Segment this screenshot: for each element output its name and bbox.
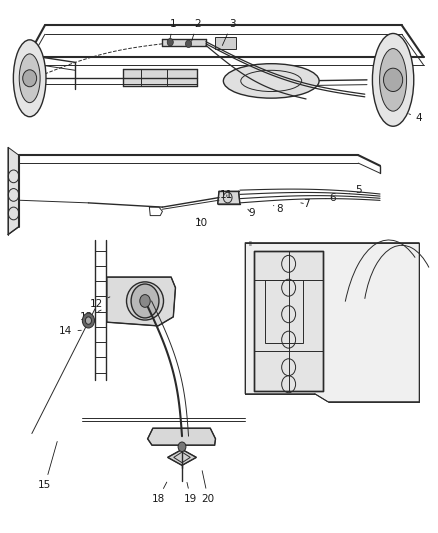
Text: 7: 7	[301, 199, 309, 209]
Text: II: II	[248, 241, 252, 247]
Polygon shape	[148, 428, 215, 445]
Text: 1: 1	[170, 19, 177, 41]
Ellipse shape	[380, 49, 406, 111]
Text: 20: 20	[201, 471, 215, 504]
Circle shape	[85, 317, 92, 324]
Polygon shape	[245, 243, 419, 402]
Circle shape	[131, 284, 159, 318]
Text: 15: 15	[38, 441, 57, 490]
Circle shape	[82, 313, 95, 328]
Polygon shape	[107, 277, 176, 326]
Text: 5: 5	[350, 184, 362, 195]
Text: 9: 9	[248, 208, 255, 219]
Circle shape	[185, 40, 191, 47]
Ellipse shape	[19, 54, 40, 103]
Polygon shape	[215, 37, 237, 49]
Ellipse shape	[372, 34, 414, 126]
Polygon shape	[218, 191, 240, 204]
Ellipse shape	[223, 63, 319, 98]
Polygon shape	[28, 57, 41, 92]
Text: 18: 18	[152, 482, 167, 504]
Polygon shape	[8, 147, 19, 235]
Text: 3: 3	[223, 19, 235, 45]
Circle shape	[167, 38, 173, 46]
Polygon shape	[254, 251, 323, 391]
Polygon shape	[123, 69, 197, 86]
Text: 2: 2	[191, 19, 201, 41]
Text: 12: 12	[90, 297, 110, 309]
Text: 8: 8	[273, 204, 283, 214]
Text: 4: 4	[409, 113, 423, 123]
Ellipse shape	[13, 40, 46, 117]
Circle shape	[23, 70, 37, 87]
Circle shape	[140, 295, 150, 308]
Polygon shape	[162, 38, 206, 46]
Circle shape	[178, 442, 186, 451]
Text: 10: 10	[195, 218, 208, 228]
Ellipse shape	[127, 282, 163, 320]
Text: 13: 13	[80, 310, 101, 322]
Text: 11: 11	[220, 190, 233, 200]
Text: 19: 19	[184, 482, 198, 504]
Text: 14: 14	[59, 326, 81, 336]
Text: 6: 6	[325, 192, 336, 203]
Polygon shape	[168, 449, 196, 465]
Polygon shape	[245, 71, 297, 91]
Circle shape	[384, 68, 403, 92]
